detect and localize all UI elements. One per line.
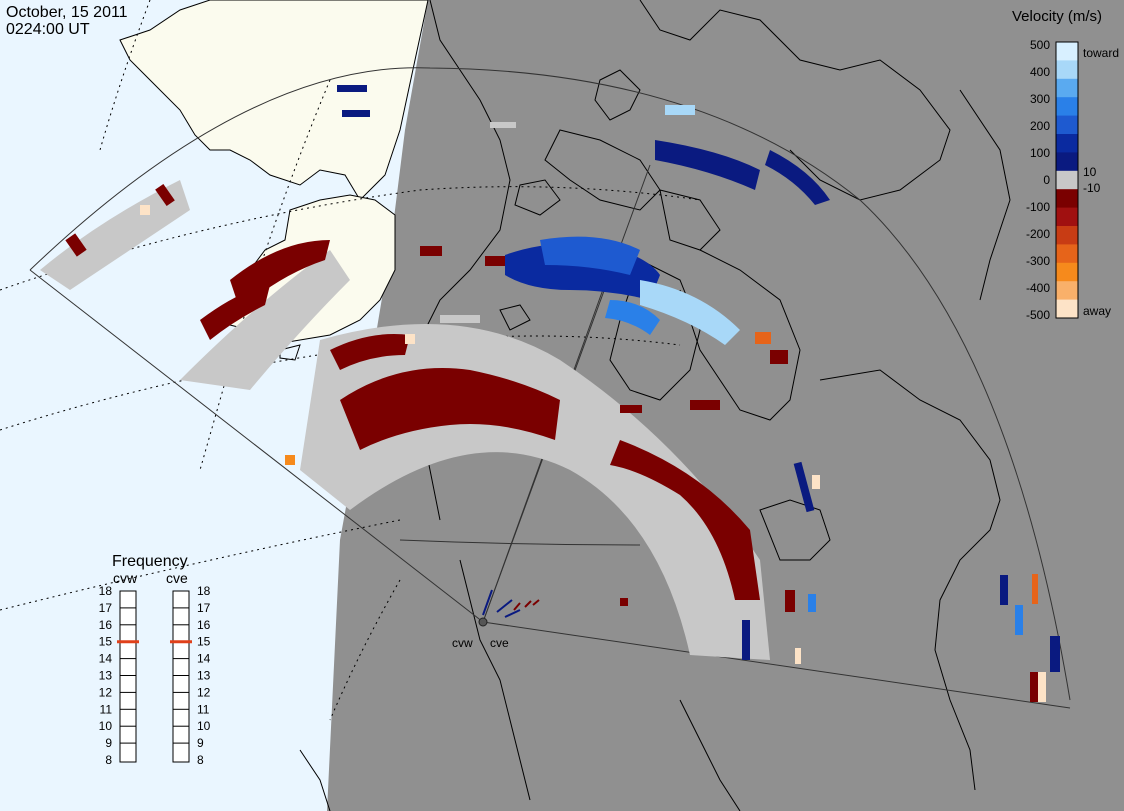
frequency-radar-left: cvw <box>113 570 138 586</box>
frequency-grid: 18 17 16 15 14 13 12 11 10 9 8 18 17 16 15 14 13 12 11 10 9 8 <box>99 584 211 767</box>
radar-site-beams-red <box>513 599 540 611</box>
frequency-scale-label: 17 <box>99 601 113 615</box>
colorbar-tick-label: -200 <box>1026 227 1050 241</box>
colorbar-cell <box>1056 134 1078 153</box>
radar-site-marker <box>478 617 488 627</box>
colorbar-cell <box>1056 189 1078 209</box>
colorbar-ticks: 500 400 300 200 100 0 -100 -200 -300 -400 -500 <box>1026 38 1050 322</box>
colorbar-tick-label: 200 <box>1030 119 1050 133</box>
colorbar-away-label: away <box>1083 304 1111 318</box>
frequency-scale-label: 9 <box>105 736 112 750</box>
frequency-scale-label: 8 <box>105 753 112 767</box>
frequency-radar-right: cve <box>166 570 188 586</box>
velocity-away-cells <box>65 183 1038 702</box>
colorbar-tick-label: -300 <box>1026 254 1050 268</box>
date-label: October, 15 2011 <box>6 4 128 21</box>
colorbar-frame <box>1055 41 1079 319</box>
colorbar-tick-label: 400 <box>1030 65 1050 79</box>
colorbar-cell <box>1056 60 1078 80</box>
colorbar-cell <box>1056 262 1078 282</box>
frequency-scale-label: 18 <box>197 584 211 598</box>
colorbar-tick-label: 0 <box>1043 173 1050 187</box>
frequency-scale-label: 11 <box>100 702 113 716</box>
coastlines <box>279 0 1011 811</box>
colorbar-cell <box>1056 97 1078 117</box>
colorbar-cell <box>1056 115 1078 135</box>
frequency-scale-label: 18 <box>99 584 113 598</box>
colorbar-cell <box>1056 78 1078 98</box>
colorbar-title: Velocity (m/s) <box>1012 8 1102 25</box>
colorbar-small-pos: 10 <box>1083 165 1097 179</box>
colorbar-cell <box>1056 207 1078 227</box>
colorbar-cell <box>1056 244 1078 264</box>
colorbar-tick-label: 100 <box>1030 146 1050 160</box>
velocity-toward-cells <box>337 85 1060 672</box>
colorbar-cell <box>1056 42 1078 61</box>
colorbar-cell <box>1056 170 1078 190</box>
frequency-title: Frequency <box>112 553 188 570</box>
frequency-scale-label: 14 <box>99 652 113 666</box>
velocity-strong-away-cells <box>140 205 1046 702</box>
radar-site-beams <box>482 589 521 618</box>
frequency-scale-label: 9 <box>197 736 204 750</box>
colorbar-cells <box>1056 42 1078 319</box>
colorbar-tick-label: -100 <box>1026 200 1050 214</box>
colorbar-cell <box>1056 152 1078 172</box>
colorbar-cell <box>1056 226 1078 245</box>
colorbar-tick-label: -500 <box>1026 308 1050 322</box>
radar-label-cve: cve <box>490 636 509 650</box>
frequency-scale-label: 11 <box>197 702 210 716</box>
colorbar-toward-label: toward <box>1083 46 1119 60</box>
frequency-scale-label: 12 <box>99 685 113 699</box>
colorbar-tick-label: 300 <box>1030 92 1050 106</box>
frequency-scale-label: 13 <box>99 669 113 683</box>
colorbar-tick-label: 500 <box>1030 38 1050 52</box>
colorbar-small-neg: -10 <box>1083 181 1101 195</box>
frequency-scale-label: 16 <box>197 618 211 632</box>
frequency-scale-label: 16 <box>99 618 113 632</box>
night-region <box>327 0 1124 811</box>
frequency-scale-label: 15 <box>99 635 113 649</box>
frequency-scale-label: 17 <box>197 601 211 615</box>
frequency-column-cvw <box>119 590 137 763</box>
frequency-scale-label: 8 <box>197 753 204 767</box>
frequency-scale-label: 12 <box>197 685 211 699</box>
time-label: 0224:00 UT <box>6 21 90 38</box>
frequency-scale-label: 10 <box>197 719 211 733</box>
frequency-scale-label: 10 <box>99 719 113 733</box>
colorbar-cell <box>1056 299 1078 319</box>
colorbar-cell <box>1056 281 1078 301</box>
frequency-scale-label: 14 <box>197 652 211 666</box>
frequency-scale-label: 13 <box>197 669 211 683</box>
frequency-column-cve <box>172 590 190 763</box>
radar-label-cvw: cvw <box>452 636 473 650</box>
frequency-scale-label: 15 <box>197 635 211 649</box>
frequency-panel: Frequency cvw cve 1817161514131211109818… <box>99 553 211 767</box>
velocity-colorbar: Velocity (m/s) 500 400 300 200 100 0 -100 -200 -… <box>1012 8 1119 322</box>
colorbar-tick-label: -400 <box>1026 281 1050 295</box>
